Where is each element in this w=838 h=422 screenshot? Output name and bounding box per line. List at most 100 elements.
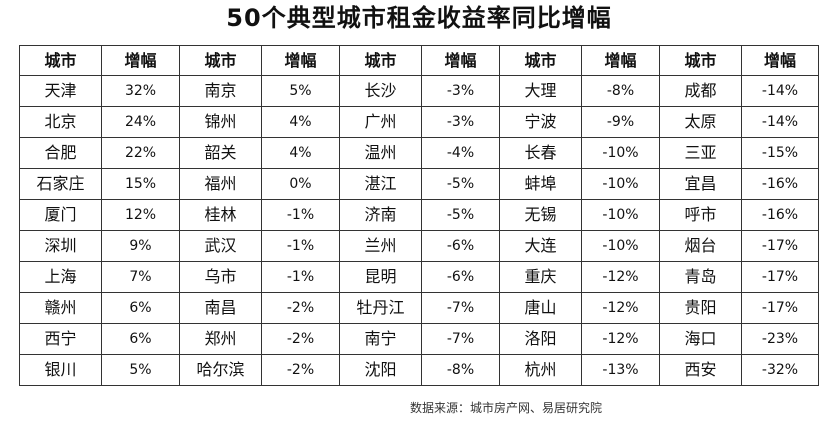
change-cell: -9%	[581, 106, 660, 138]
change-cell: -14%	[741, 106, 819, 138]
change-cell: -16%	[741, 168, 819, 200]
change-cell: 22%	[101, 137, 180, 169]
change-cell: -12%	[581, 292, 660, 324]
table-header-row: 城市 增幅 城市 增幅 城市 增幅 城市 增幅 城市 增幅	[19, 45, 819, 76]
change-cell: 7%	[101, 261, 180, 293]
city-cell: 长沙	[339, 75, 422, 107]
source-note: 数据来源：城市房产网、易居研究院	[410, 401, 603, 415]
column-header-city: 城市	[499, 45, 582, 76]
table-row: 厦门 12% 桂林 -1% 济南 -5% 无锡 -10% 呼市 -16%	[19, 199, 819, 231]
city-cell: 合肥	[19, 137, 102, 169]
city-cell: 济南	[339, 199, 422, 231]
change-cell: 4%	[261, 137, 340, 169]
change-cell: -10%	[581, 168, 660, 200]
change-cell: -32%	[741, 354, 819, 386]
change-cell: 5%	[101, 354, 180, 386]
change-cell: -8%	[581, 75, 660, 107]
change-cell: -6%	[421, 230, 500, 262]
change-cell: -12%	[581, 261, 660, 293]
city-cell: 温州	[339, 137, 422, 169]
city-cell: 西安	[659, 354, 742, 386]
column-header-city: 城市	[339, 45, 422, 76]
column-header-change: 增幅	[421, 45, 500, 76]
change-cell: -5%	[421, 168, 500, 200]
city-cell: 烟台	[659, 230, 742, 262]
column-header-change: 增幅	[741, 45, 819, 76]
change-cell: 4%	[261, 106, 340, 138]
city-cell: 桂林	[179, 199, 262, 231]
table-row: 石家庄 15% 福州 0% 湛江 -5% 蚌埠 -10% 宜昌 -16%	[19, 168, 819, 200]
change-cell: -15%	[741, 137, 819, 169]
change-cell: -16%	[741, 199, 819, 231]
table-row: 银川 5% 哈尔滨 -2% 沈阳 -8% 杭州 -13% 西安 -32%	[19, 354, 819, 386]
rent-yield-table: 城市 增幅 城市 增幅 城市 增幅 城市 增幅 城市 增幅 天津 32% 南京 5% 长沙 -3% 大理 -8%…	[19, 45, 819, 386]
change-cell: -23%	[741, 323, 819, 355]
change-cell: -12%	[581, 323, 660, 355]
change-cell: -10%	[581, 230, 660, 262]
change-cell: -4%	[421, 137, 500, 169]
city-cell: 太原	[659, 106, 742, 138]
change-cell: 15%	[101, 168, 180, 200]
change-cell: -13%	[581, 354, 660, 386]
change-cell: -7%	[421, 292, 500, 324]
city-cell: 宜昌	[659, 168, 742, 200]
table-row: 天津 32% 南京 5% 长沙 -3% 大理 -8% 成都 -14%	[19, 75, 819, 107]
city-cell: 大连	[499, 230, 582, 262]
city-cell: 天津	[19, 75, 102, 107]
city-cell: 南京	[179, 75, 262, 107]
city-cell: 石家庄	[19, 168, 102, 200]
change-cell: -7%	[421, 323, 500, 355]
column-header-city: 城市	[659, 45, 742, 76]
change-cell: -1%	[261, 230, 340, 262]
city-cell: 大理	[499, 75, 582, 107]
city-cell: 南昌	[179, 292, 262, 324]
city-cell: 成都	[659, 75, 742, 107]
change-cell: -8%	[421, 354, 500, 386]
city-cell: 宁波	[499, 106, 582, 138]
city-cell: 韶关	[179, 137, 262, 169]
change-cell: 0%	[261, 168, 340, 200]
page-title: 50个典型城市租金收益率同比增幅	[226, 4, 612, 32]
change-cell: -3%	[421, 106, 500, 138]
city-cell: 广州	[339, 106, 422, 138]
change-cell: -14%	[741, 75, 819, 107]
change-cell: -3%	[421, 75, 500, 107]
table-body: 天津 32% 南京 5% 长沙 -3% 大理 -8% 成都 -14% 北京 24% 锦州 4% 广州 -3% 宁…	[19, 75, 819, 386]
change-cell: 24%	[101, 106, 180, 138]
city-cell: 重庆	[499, 261, 582, 293]
column-header-change: 增幅	[101, 45, 180, 76]
change-cell: -10%	[581, 199, 660, 231]
city-cell: 海口	[659, 323, 742, 355]
change-cell: -5%	[421, 199, 500, 231]
change-cell: -1%	[261, 261, 340, 293]
table-row: 赣州 6% 南昌 -2% 牡丹江 -7% 唐山 -12% 贵阳 -17%	[19, 292, 819, 324]
city-cell: 福州	[179, 168, 262, 200]
city-cell: 唐山	[499, 292, 582, 324]
table-row: 合肥 22% 韶关 4% 温州 -4% 长春 -10% 三亚 -15%	[19, 137, 819, 169]
city-cell: 南宁	[339, 323, 422, 355]
city-cell: 西宁	[19, 323, 102, 355]
city-cell: 青岛	[659, 261, 742, 293]
change-cell: -17%	[741, 261, 819, 293]
change-cell: -17%	[741, 230, 819, 262]
city-cell: 哈尔滨	[179, 354, 262, 386]
city-cell: 杭州	[499, 354, 582, 386]
city-cell: 赣州	[19, 292, 102, 324]
city-cell: 银川	[19, 354, 102, 386]
change-cell: -10%	[581, 137, 660, 169]
city-cell: 牡丹江	[339, 292, 422, 324]
city-cell: 上海	[19, 261, 102, 293]
table-row: 北京 24% 锦州 4% 广州 -3% 宁波 -9% 太原 -14%	[19, 106, 819, 138]
change-cell: -17%	[741, 292, 819, 324]
change-cell: 32%	[101, 75, 180, 107]
city-cell: 长春	[499, 137, 582, 169]
city-cell: 昆明	[339, 261, 422, 293]
city-cell: 深圳	[19, 230, 102, 262]
table-row: 西宁 6% 郑州 -2% 南宁 -7% 洛阳 -12% 海口 -23%	[19, 323, 819, 355]
column-header-change: 增幅	[581, 45, 660, 76]
change-cell: 9%	[101, 230, 180, 262]
city-cell: 呼市	[659, 199, 742, 231]
city-cell: 郑州	[179, 323, 262, 355]
column-header-city: 城市	[179, 45, 262, 76]
city-cell: 乌市	[179, 261, 262, 293]
